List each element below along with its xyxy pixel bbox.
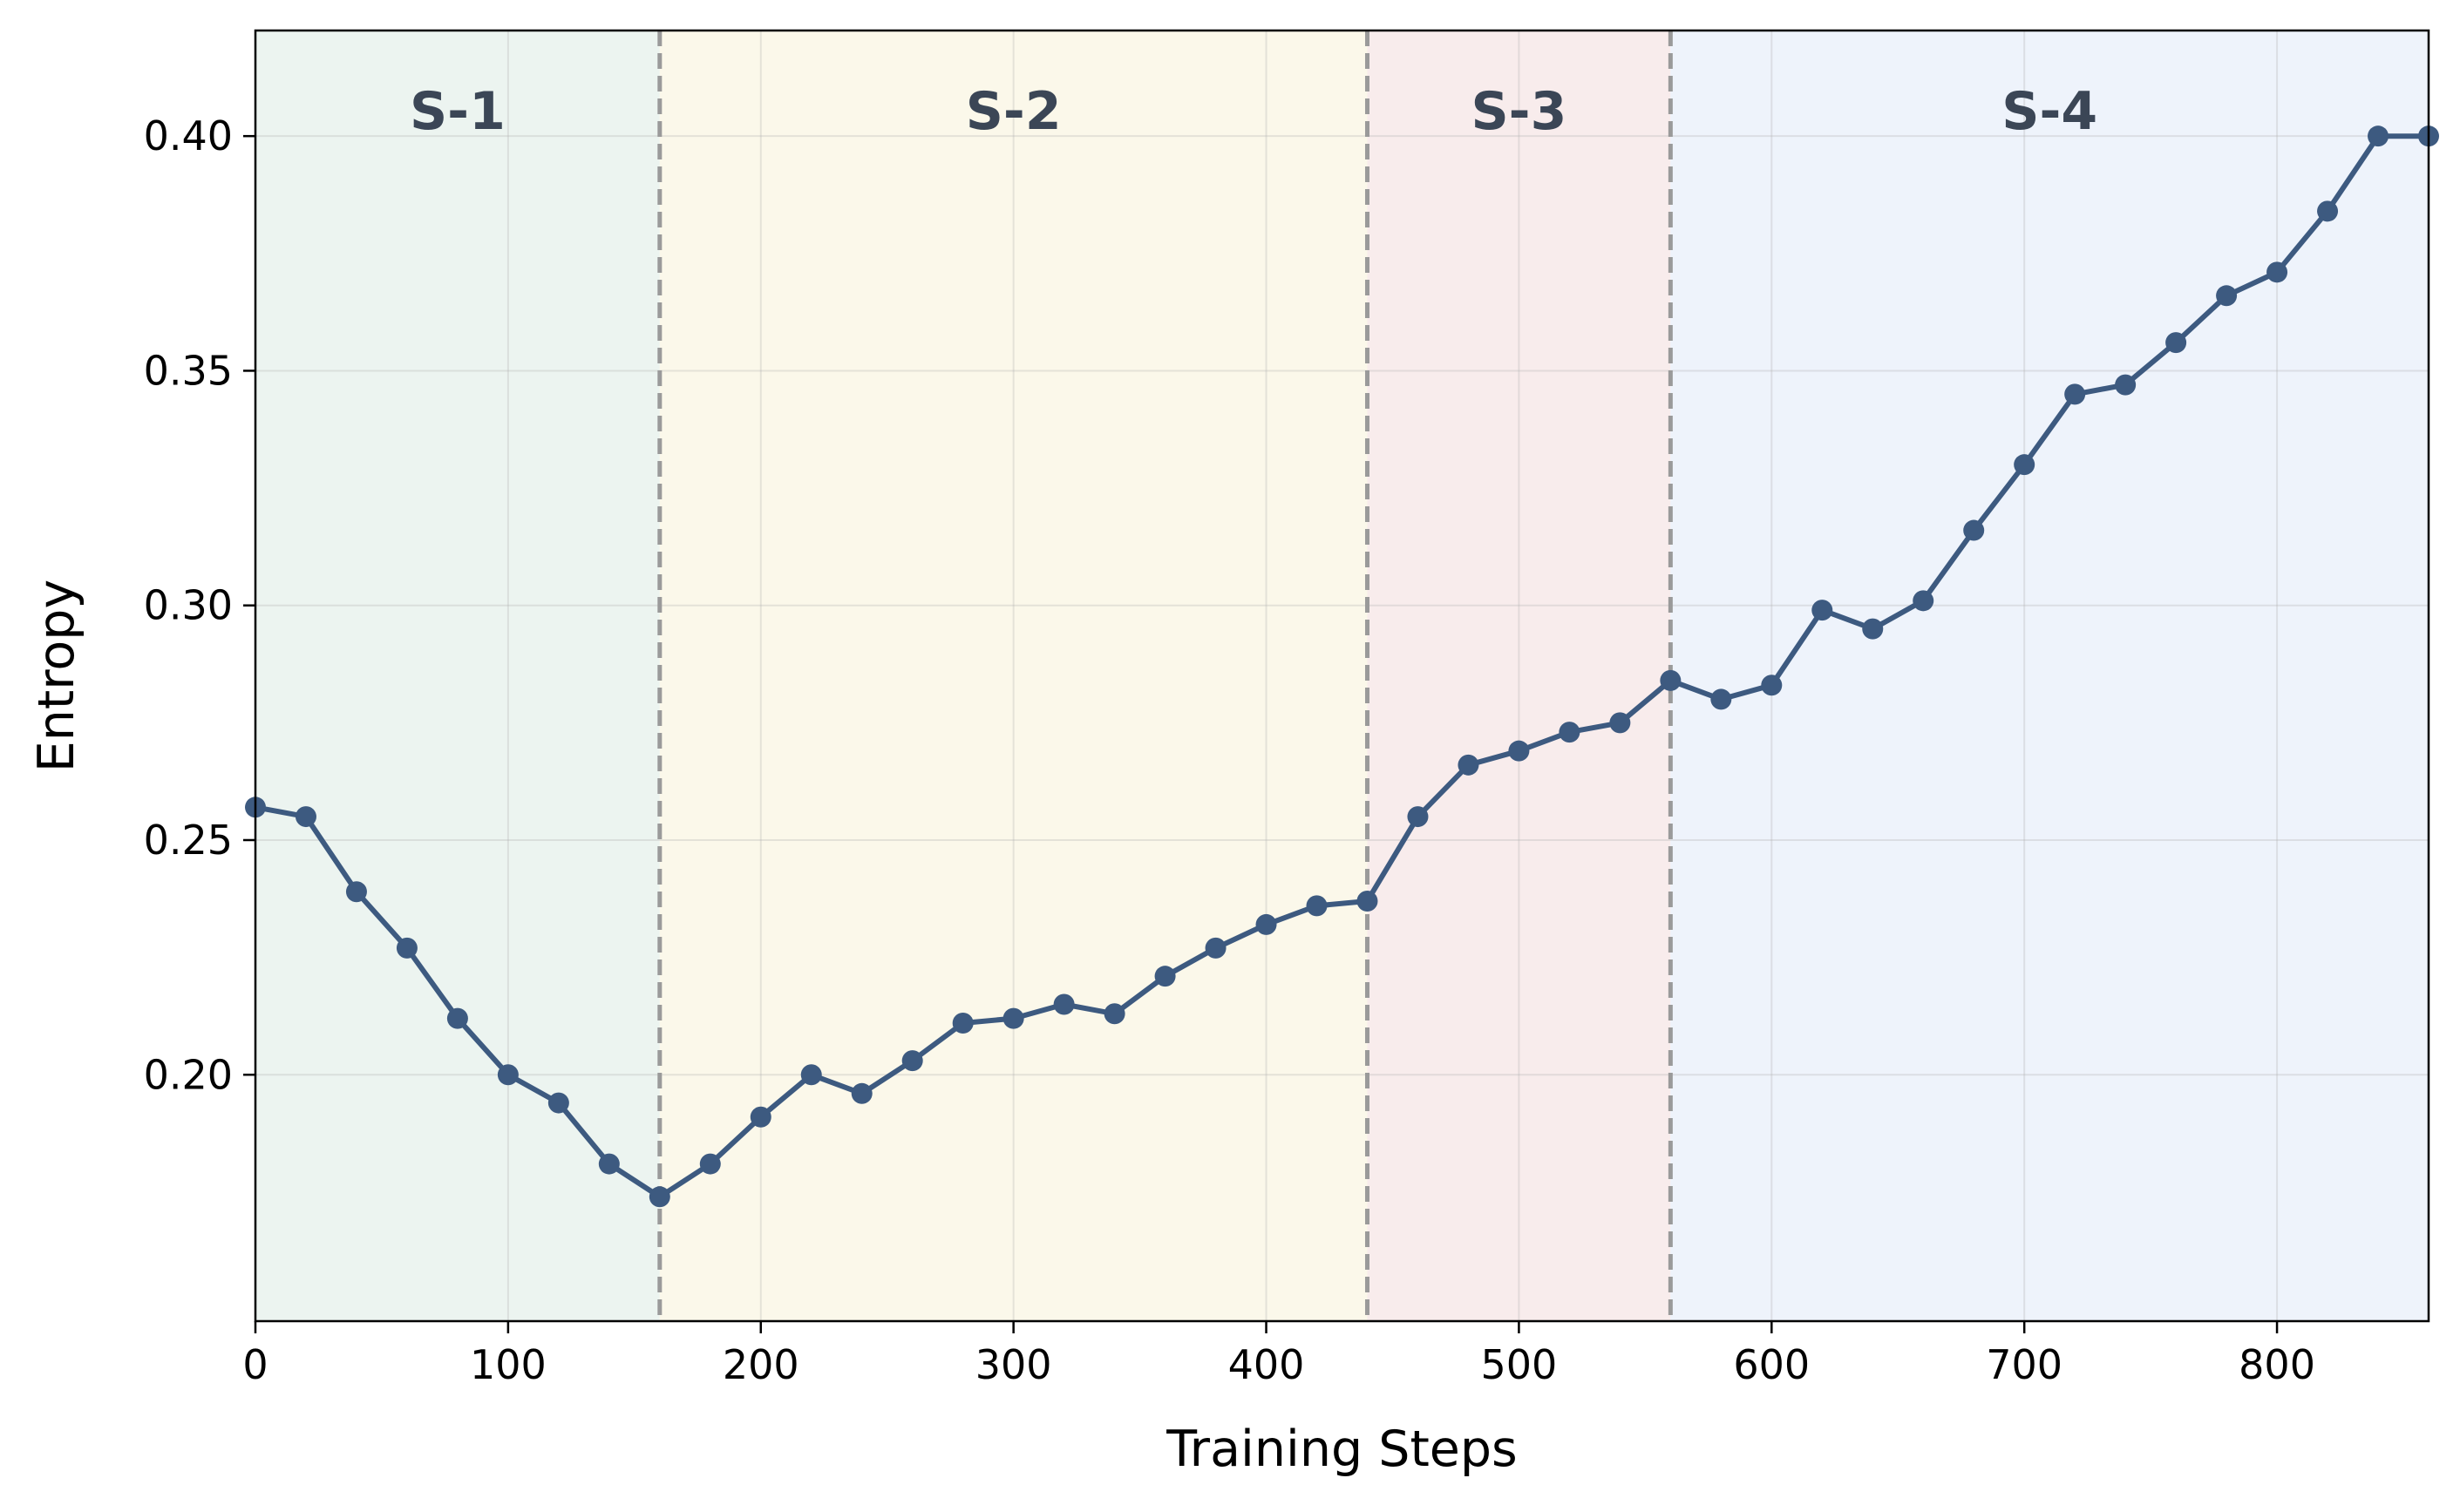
stage-label-1: S-1 [410,81,506,142]
x-tick-label: 400 [1228,1341,1305,1388]
y-tick-label: 0.20 [144,1051,233,1098]
data-point [2368,125,2389,147]
data-point [2317,200,2339,222]
data-point [1913,590,1934,612]
data-point [1104,1003,1125,1025]
x-tick-label: 500 [1481,1341,1558,1388]
plot-frame [254,29,2430,1323]
data-point [1002,1007,1024,1029]
data-point [2014,454,2035,476]
data-point [1154,966,1176,987]
data-point [1559,722,1580,743]
series-entropy [245,125,2439,1208]
data-point [1862,618,1884,640]
data-point [1458,754,1479,776]
x-tick-label: 300 [975,1341,1052,1388]
data-point [699,1153,721,1175]
y-axis: 0.20 0.25 0.30 0.35 0.40 [144,112,255,1098]
data-point [1761,675,1783,696]
data-point [2266,261,2288,283]
stage-band-3 [1367,31,1671,1321]
data-point [1407,806,1429,828]
data-point [1053,993,1075,1015]
x-axis: 0 100 200 300 400 500 600 700 800 [242,1321,2315,1388]
data-point [2115,374,2137,396]
data-point [598,1153,620,1175]
x-tick-label: 700 [1986,1341,2062,1388]
data-point [396,937,418,959]
data-point [1306,895,1328,917]
data-point [1710,688,1732,710]
x-tick-label: 600 [1733,1341,1810,1388]
data-point [952,1013,974,1034]
stage-label-2: S-2 [966,81,1062,142]
data-point [2064,383,2086,405]
data-point [649,1186,670,1208]
stage-label-4: S-4 [2001,81,2097,142]
y-tick-label: 0.40 [144,112,233,159]
data-point [800,1064,822,1086]
data-point [1205,937,1227,959]
x-tick-label: 200 [723,1341,799,1388]
data-point [497,1064,519,1086]
data-point [2216,285,2238,307]
x-tick-label: 100 [470,1341,547,1388]
data-point [1508,740,1530,762]
data-point [2165,332,2187,354]
data-point [750,1106,771,1128]
data-point [851,1082,873,1104]
data-point [547,1092,569,1114]
stage-label-3: S-3 [1471,81,1566,142]
data-point [1609,712,1631,734]
y-tick-label: 0.35 [144,347,233,394]
x-tick-label: 800 [2239,1341,2315,1388]
data-point [1811,600,1833,621]
data-point [1660,669,1682,691]
data-point [295,806,316,828]
stage-labels: S-1 S-2 S-3 S-4 [410,81,2097,142]
x-tick-label: 0 [242,1341,268,1388]
data-point [345,881,367,903]
x-axis-title: Training Steps [1165,1420,1518,1478]
data-point [1356,891,1378,912]
data-point [1963,519,1985,541]
data-point [1255,913,1277,935]
y-tick-label: 0.30 [144,582,233,629]
data-point [901,1050,923,1072]
data-point [446,1007,468,1029]
stage-band-1 [255,31,660,1321]
y-tick-label: 0.25 [144,817,233,864]
y-axis-title: Entropy [28,580,85,772]
